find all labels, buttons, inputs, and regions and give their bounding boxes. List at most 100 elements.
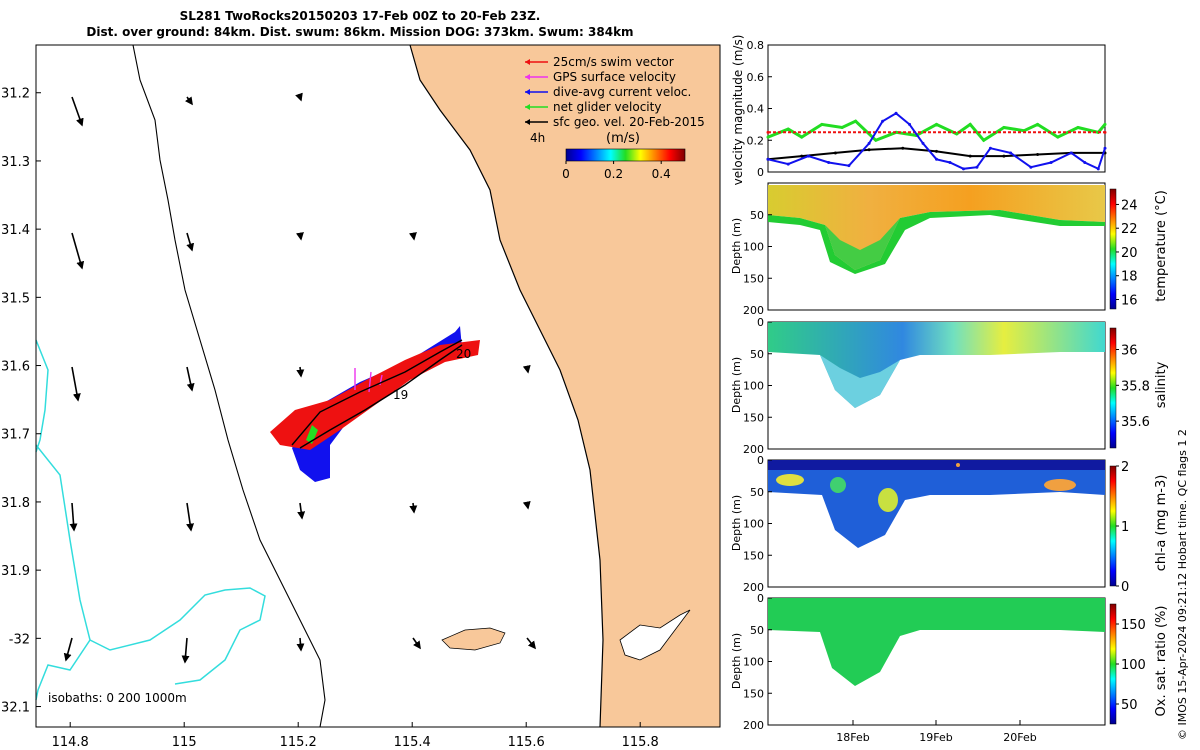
depth-tick-label: 100 — [743, 518, 764, 531]
temperature-panel — [767, 182, 1106, 311]
data-point — [833, 151, 837, 155]
lon-tick-label: 115 — [172, 735, 197, 750]
lat-tick-label: 31.5 — [1, 291, 30, 306]
legend-arrow-icon — [525, 119, 530, 125]
lat-tick-label: 31.2 — [1, 87, 30, 102]
lat-tick-label: 31.8 — [1, 496, 30, 511]
y-tick-label: 0 — [757, 166, 764, 179]
data-point — [1029, 165, 1033, 169]
y-tick-label: 0.2 — [747, 134, 765, 147]
data-point — [1069, 151, 1073, 155]
lat-tick-label: 31.3 — [1, 155, 30, 170]
lon-tick-label: 115.8 — [622, 735, 659, 750]
salinity-panel — [767, 321, 1106, 450]
latitude-axis: 31.2 31.3 31.4 31.5 31.6 31.7 31.8 31.9 -32 32.1 — [1, 87, 41, 716]
hour-label: 4h — [530, 131, 545, 145]
data-point — [1036, 153, 1040, 157]
data-point — [786, 162, 790, 166]
data-point — [1103, 146, 1107, 150]
colorbar-tick-label: 35.8 — [1121, 379, 1150, 394]
river-estuary — [619, 609, 691, 661]
data-point — [800, 154, 804, 158]
data-point — [881, 119, 885, 123]
title-line-2: Dist. over ground: 84km. Dist. swum: 86k… — [86, 25, 634, 39]
colorbar-tick-label: 150 — [1121, 618, 1146, 633]
rottnest-island — [441, 627, 506, 651]
coastline — [409, 44, 604, 728]
data-point — [786, 127, 790, 131]
colorbar-tick-label: 18 — [1121, 270, 1138, 285]
data-point — [982, 138, 986, 142]
legend-label: dive-avg current veloc. — [553, 85, 691, 99]
salinity-depth-axis: 0 50 100 150 200 Depth (m) — [730, 316, 772, 456]
isobath-200 — [132, 44, 326, 728]
day-label: 19 — [393, 388, 408, 402]
data-point — [820, 122, 824, 126]
lon-tick-label: 115.6 — [508, 735, 545, 750]
data-point — [874, 138, 878, 142]
legend-entry: GPS surface velocity — [525, 70, 676, 84]
data-point — [988, 146, 992, 150]
temperature-colorbar: 24 22 20 18 16 temperature (°C) — [1109, 188, 1169, 310]
data-point — [1096, 130, 1100, 134]
data-point — [1049, 160, 1053, 164]
lat-tick-label: 31.6 — [1, 360, 30, 375]
oxygen-colorbar: 150 100 50 Ox. sat. ratio (%) — [1109, 603, 1169, 725]
chlorophyll-field — [768, 460, 1105, 548]
legend-entry: dive-avg current veloc. — [525, 85, 691, 99]
colorbar-tick-label: 36 — [1121, 343, 1138, 358]
depth-tick-label: 100 — [743, 241, 764, 254]
depth-tick-label: 150 — [743, 411, 764, 424]
time-axis: 18Feb 19Feb 20Feb — [836, 720, 1037, 744]
time-tick-label: 18Feb — [836, 731, 869, 744]
data-point — [948, 160, 952, 164]
time-tick-label: 19Feb — [919, 731, 952, 744]
data-point — [827, 160, 831, 164]
data-point — [1002, 154, 1006, 158]
colorbar-tick-label: 0 — [1121, 580, 1129, 595]
depth-tick-label: 0 — [757, 316, 764, 329]
depth-tick-label: 0 — [757, 592, 764, 605]
colorbar-tick-label: 100 — [1121, 658, 1146, 673]
depth-tick-label: 50 — [750, 209, 764, 222]
data-point — [766, 135, 770, 139]
isobath-note: isobaths: 0 200 1000m — [48, 691, 187, 705]
chlorophyll-panel — [767, 459, 1106, 588]
data-point — [806, 154, 810, 158]
credit-line: © IMOS 15-Apr-2024 09:21:12 Hobart time.… — [1176, 429, 1189, 740]
data-point — [1009, 151, 1013, 155]
data-point — [908, 122, 912, 126]
temperature-depth-axis: 50 100 150 200 Depth (m) — [730, 209, 772, 317]
y-tick-label: 0.4 — [747, 103, 765, 116]
colorbar-tick-label: 1 — [1121, 520, 1129, 535]
data-point — [961, 167, 965, 171]
depth-ylabel: Depth (m) — [730, 357, 743, 413]
data-point — [914, 133, 918, 137]
depth-tick-label: 50 — [750, 486, 764, 499]
lon-tick-label: 115.2 — [280, 735, 317, 750]
data-point — [1069, 151, 1073, 155]
data-point — [894, 130, 898, 134]
depth-tick-label: 150 — [743, 687, 764, 700]
legend-arrow-icon — [525, 104, 530, 110]
colorbar-tick-label: 20 — [1121, 246, 1138, 261]
legend-arrow-icon — [525, 74, 530, 80]
depth-tick-label: 0 — [757, 454, 764, 467]
chlorophyll-depth-axis: 0 50 100 150 200 Depth (m) — [730, 454, 772, 594]
data-point — [1096, 167, 1100, 171]
data-point — [901, 146, 905, 150]
data-point — [800, 135, 804, 139]
colorbar-bar — [1109, 603, 1117, 725]
data-point — [854, 119, 858, 123]
depth-ylabel: Depth (m) — [730, 633, 743, 689]
data-point — [1103, 122, 1107, 126]
y-tick-label: 0.6 — [747, 71, 765, 84]
depth-tick-label: 50 — [750, 348, 764, 361]
depth-tick-label: 200 — [743, 581, 764, 594]
title-line-1: SL281 TwoRocks20150203 17-Feb 00Z to 20-… — [179, 9, 541, 23]
legend-entry: 25cm/s swim vector — [525, 55, 674, 69]
depth-tick-label: 200 — [743, 443, 764, 456]
longitude-axis: 114.8 115 115.2 115.4 115.6 115.8 — [52, 722, 659, 750]
temperature-thermocline — [768, 210, 1105, 274]
